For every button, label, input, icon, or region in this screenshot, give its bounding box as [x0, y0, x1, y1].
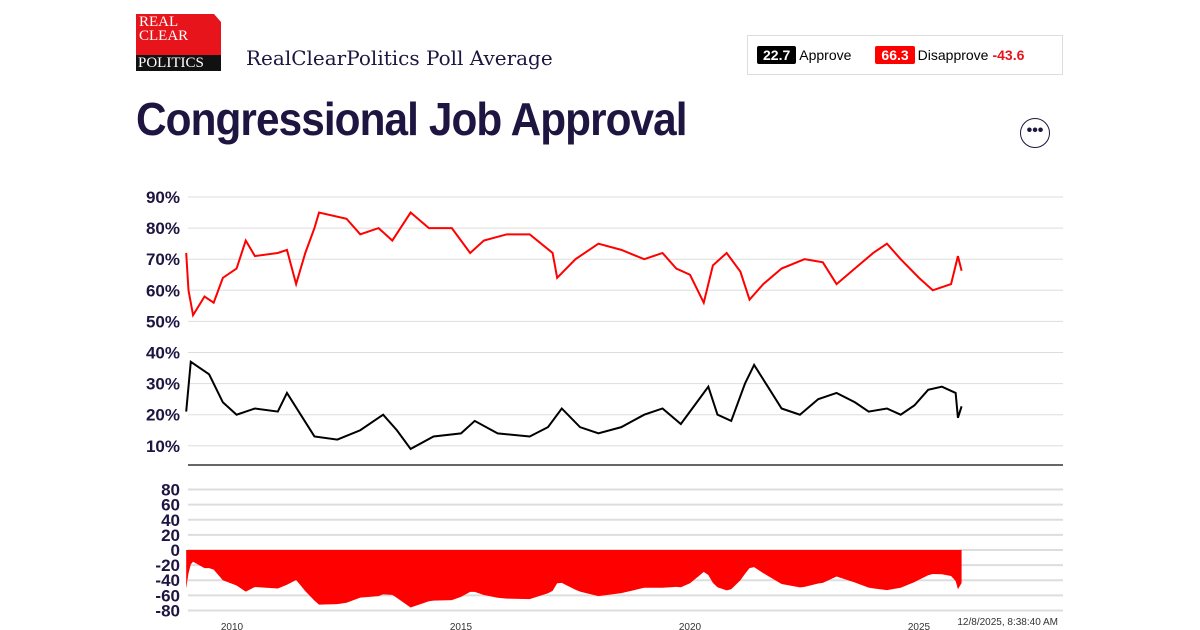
y-tick-label: 10%	[146, 437, 180, 456]
y-tick-label: 60	[161, 496, 180, 515]
spread-value: -43.6	[992, 47, 1025, 63]
disapprove-value-badge: 66.3	[875, 46, 915, 64]
y-tick-label: 70%	[146, 250, 180, 269]
page-title: Congressional Job Approval	[136, 93, 688, 145]
y-tick-label: 90%	[146, 188, 180, 207]
y-tick-label: 50%	[146, 312, 180, 331]
disapprove-label: Disapprove	[917, 47, 989, 63]
approve-value-badge: 22.7	[757, 46, 797, 64]
poll-summary: 22.7 Approve 66.3 Disapprove -43.6	[747, 35, 1063, 75]
y-tick-label: 80%	[146, 219, 180, 238]
y-tick-label: -80	[155, 601, 180, 620]
x-tick-label: 2025	[908, 622, 931, 630]
more-options-button[interactable]: •••	[1020, 118, 1050, 148]
logo-text-bottom: POLITICS	[136, 55, 221, 71]
y-tick-label: 20%	[146, 406, 180, 425]
timestamp: 12/8/2025, 8:38:40 AM	[957, 617, 1058, 628]
approve-line	[185, 360, 963, 451]
y-tick-label: 0	[171, 541, 180, 560]
y-tick-label: 80	[161, 481, 180, 500]
x-tick-label: 2010	[221, 622, 244, 630]
page-subtitle: RealClearPolitics Poll Average	[246, 46, 553, 70]
y-tick-label: -20	[155, 556, 180, 575]
x-tick-label: 2015	[450, 622, 473, 630]
spread-area	[186, 550, 962, 608]
y-tick-label: -60	[155, 586, 180, 605]
x-tick-label: 2020	[679, 622, 702, 630]
y-tick-label: 20	[161, 526, 180, 545]
approve-label: Approve	[799, 47, 852, 63]
y-tick-label: -40	[155, 571, 180, 590]
y-tick-label: 40	[161, 511, 180, 530]
logo-text: REAL CLEAR	[139, 14, 189, 44]
rcp-logo[interactable]: REAL CLEAR POLITICS	[136, 14, 221, 71]
y-tick-label: 40%	[146, 344, 180, 363]
disapprove-line	[185, 211, 963, 318]
ellipsis-icon: •••	[1026, 122, 1044, 139]
y-tick-label: 30%	[146, 375, 180, 394]
y-tick-label: 60%	[146, 281, 180, 300]
